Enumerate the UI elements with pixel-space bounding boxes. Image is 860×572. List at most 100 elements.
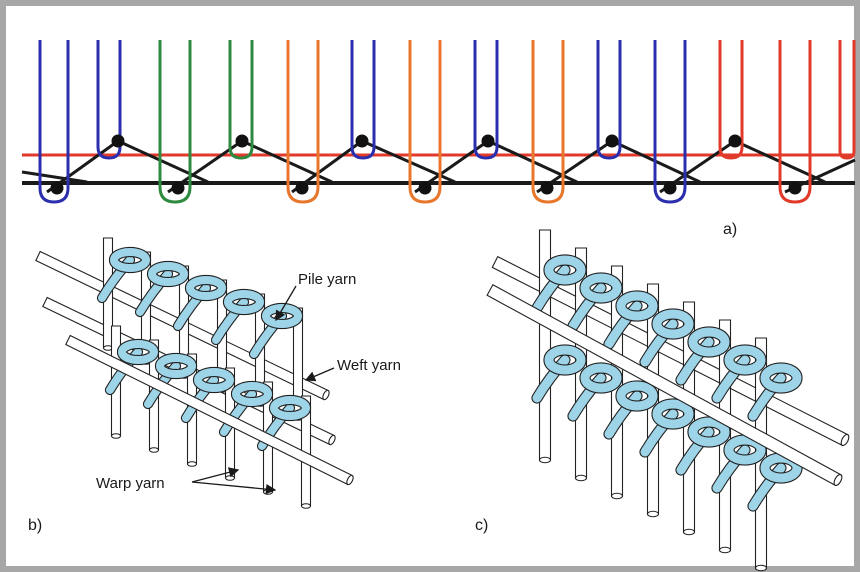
yarn-rod-end (322, 389, 330, 401)
pile-u-loop (596, 40, 622, 160)
warp-yarn-arrow-2 (191, 481, 277, 495)
yarn-rod-end (754, 564, 768, 572)
pile-u-loops (38, 40, 856, 204)
weft-dot (788, 181, 802, 195)
weft-dot (171, 181, 185, 195)
pile-tail (604, 391, 642, 439)
pile-loop (760, 453, 802, 483)
pile-u-loop (38, 40, 70, 204)
weft-yarn-arrow (304, 367, 335, 382)
pile-loop (580, 273, 622, 303)
warp-yarn-label: Warp yarn (96, 475, 165, 492)
pile-tail (748, 373, 786, 421)
pile-tail (568, 283, 606, 331)
weft-yarn-label: Weft yarn (337, 357, 401, 374)
pile-u-loop (838, 40, 856, 160)
pile-u-loop (408, 40, 442, 204)
weft-dot (50, 181, 64, 195)
pile-loop (724, 345, 766, 375)
pile-yarn-arrow (275, 285, 297, 322)
weft-dot (418, 181, 432, 195)
pile-u-loop (473, 40, 499, 160)
yarn-rod-end (300, 503, 312, 509)
pile-loop (186, 276, 226, 300)
panel-a-cross-section (21, 40, 856, 204)
pile-tail (712, 445, 750, 493)
pile-u-loop (531, 40, 565, 204)
pile-u-loop (228, 40, 254, 160)
pile-loop (580, 363, 622, 393)
weft-dot (235, 134, 249, 148)
yarn-rod-end (148, 447, 160, 453)
annotation-arrows (191, 285, 335, 495)
pile-tail (532, 265, 570, 313)
pile-loop (724, 435, 766, 465)
panel-c-3d-structure (486, 229, 850, 572)
yarn-rod-end (610, 492, 624, 500)
pile-loop (262, 304, 302, 328)
pile-loop (270, 396, 310, 420)
pile-loop (688, 417, 730, 447)
yarn-rod-end (646, 510, 660, 518)
pile-yarn-label: Pile yarn (298, 271, 356, 288)
yarn-rod-end (840, 433, 850, 447)
pile-loop (232, 382, 272, 406)
pile-tail (712, 355, 750, 403)
pile-loop (148, 262, 188, 286)
pile-u-loop (158, 40, 192, 204)
pile-loop (652, 399, 694, 429)
weft-dot (111, 134, 125, 148)
pile-loop (194, 368, 234, 392)
weft-dot (605, 134, 619, 148)
pile-u-loop (653, 40, 687, 204)
warp-zigzag-down (117, 139, 209, 184)
pile-tail (604, 301, 642, 349)
weft-dot (295, 181, 309, 195)
yarn-rod-end (833, 473, 843, 487)
pile-tail (532, 355, 570, 403)
pile-loop (156, 354, 196, 378)
weft-dot (540, 181, 554, 195)
yarn-rod-end (224, 475, 236, 481)
pile-loop (118, 340, 158, 364)
pile-tail (568, 373, 606, 421)
yarn-rod-end (328, 434, 336, 446)
pile-loop (688, 327, 730, 357)
pile-tail (748, 463, 786, 511)
pile-loop (110, 248, 150, 272)
yarn-rod-end (346, 474, 354, 486)
pile-tail (640, 409, 678, 457)
pile-u-loop (286, 40, 320, 204)
yarn-rod-end (186, 461, 198, 467)
pile-loop (616, 291, 658, 321)
pile-loop (544, 255, 586, 285)
weft-dot (663, 181, 677, 195)
yarn-rod-end (262, 489, 274, 495)
pile-loop (616, 381, 658, 411)
pile-loop (760, 363, 802, 393)
pile-u-loop (350, 40, 376, 160)
warp-zigzag-start (21, 170, 88, 184)
pile-u-loop (778, 40, 812, 204)
yarn-rod-end (718, 546, 732, 554)
yarn-rod-end (538, 456, 552, 464)
weft-dot (728, 134, 742, 148)
pile-loop (544, 345, 586, 375)
panel-b-label: b) (28, 517, 42, 534)
pile-loop (224, 290, 264, 314)
pile-loop (652, 309, 694, 339)
pile-tail (640, 319, 678, 367)
yarn-rod-end (110, 433, 122, 439)
panel-a-label: a) (723, 221, 737, 238)
pile-tail (676, 337, 714, 385)
weft-dot (355, 134, 369, 148)
weft-dots (50, 134, 802, 195)
panel-c-label: c) (475, 517, 488, 534)
yarn-rod-end (682, 528, 696, 536)
yarn-rod-end (574, 474, 588, 482)
pile-u-loop (96, 40, 122, 160)
pile-u-loop (718, 40, 744, 160)
panel-b-3d-structure (35, 237, 354, 509)
